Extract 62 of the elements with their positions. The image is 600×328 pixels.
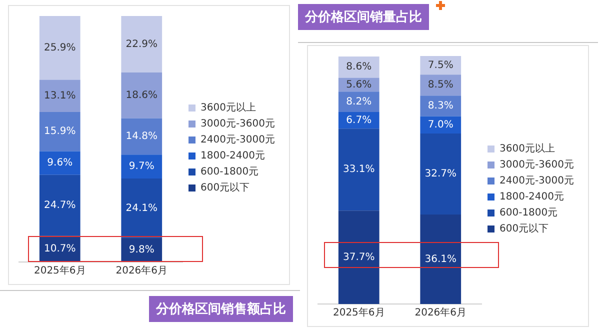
bar xyxy=(121,118,162,155)
legend-label: 1800-2400元 xyxy=(200,150,266,162)
bar xyxy=(338,210,380,304)
legend-label: 600-1800元 xyxy=(200,166,259,178)
data-label: 24.7% xyxy=(44,200,76,211)
chart-title: 分价格区间销量占比 xyxy=(298,4,429,30)
bar xyxy=(39,112,80,152)
data-label: 5.6% xyxy=(346,79,372,90)
data-label: 13.1% xyxy=(44,90,76,102)
data-label: 36.1% xyxy=(424,254,457,265)
x-tick-label: 2026年6月 xyxy=(116,264,168,277)
data-label: 6.7% xyxy=(346,114,372,126)
legend-label: 2400元-3000元 xyxy=(200,134,276,146)
data-label: 10.7% xyxy=(44,243,76,254)
data-label: 15.9% xyxy=(44,126,76,138)
bar xyxy=(39,80,80,112)
bar xyxy=(338,56,380,78)
data-label: 8.2% xyxy=(346,96,372,108)
bar xyxy=(39,151,80,175)
bar xyxy=(420,134,462,215)
x-tick-label: 2026年6月 xyxy=(414,306,467,319)
bar xyxy=(420,74,462,96)
data-label: 33.1% xyxy=(342,164,375,176)
data-label: 32.7% xyxy=(424,168,457,180)
bar xyxy=(420,96,462,116)
bar xyxy=(121,72,162,118)
x-tick-label: 2025年6月 xyxy=(34,264,86,277)
data-label: 8.5% xyxy=(428,80,454,91)
bar xyxy=(39,16,80,80)
bar xyxy=(338,128,380,211)
data-label: 7.5% xyxy=(428,60,454,71)
data-label: 9.8% xyxy=(128,244,154,256)
data-label: 25.9% xyxy=(44,42,76,54)
data-label: 14.8% xyxy=(126,131,158,142)
data-label: 8.3% xyxy=(428,100,454,112)
legend-label: 3600元以上 xyxy=(499,142,555,155)
bar xyxy=(121,16,162,72)
data-label: 18.6% xyxy=(126,90,158,101)
legend-label: 2400元-3000元 xyxy=(499,176,574,187)
bar xyxy=(121,154,162,179)
legend-label: 3000元-3600元 xyxy=(200,118,276,130)
legend-label: 600-1800元 xyxy=(499,208,558,219)
data-label: 9.6% xyxy=(47,158,73,169)
bar xyxy=(39,174,80,236)
data-label: 24.1% xyxy=(126,202,158,214)
legend-label: 600元以下 xyxy=(499,222,549,235)
data-label: 8.6% xyxy=(346,62,372,73)
legend-label: 1800-2400元 xyxy=(499,192,564,203)
bar xyxy=(420,116,462,134)
data-label: 9.7% xyxy=(128,161,154,172)
data-label: 37.7% xyxy=(342,252,375,263)
bar xyxy=(121,178,162,238)
bar xyxy=(338,92,380,112)
legend-label: 3600元以上 xyxy=(200,102,256,114)
legend-label: 600元以下 xyxy=(200,182,250,194)
text: 分价格区间销售额占比 xyxy=(149,296,293,322)
x-tick-label: 2025年6月 xyxy=(332,306,385,319)
bar xyxy=(420,214,462,304)
bar xyxy=(420,56,462,75)
legend-label: 3000元-3600元 xyxy=(499,160,574,171)
data-label: 7.0% xyxy=(428,119,454,130)
data-label: 22.9% xyxy=(126,38,158,50)
